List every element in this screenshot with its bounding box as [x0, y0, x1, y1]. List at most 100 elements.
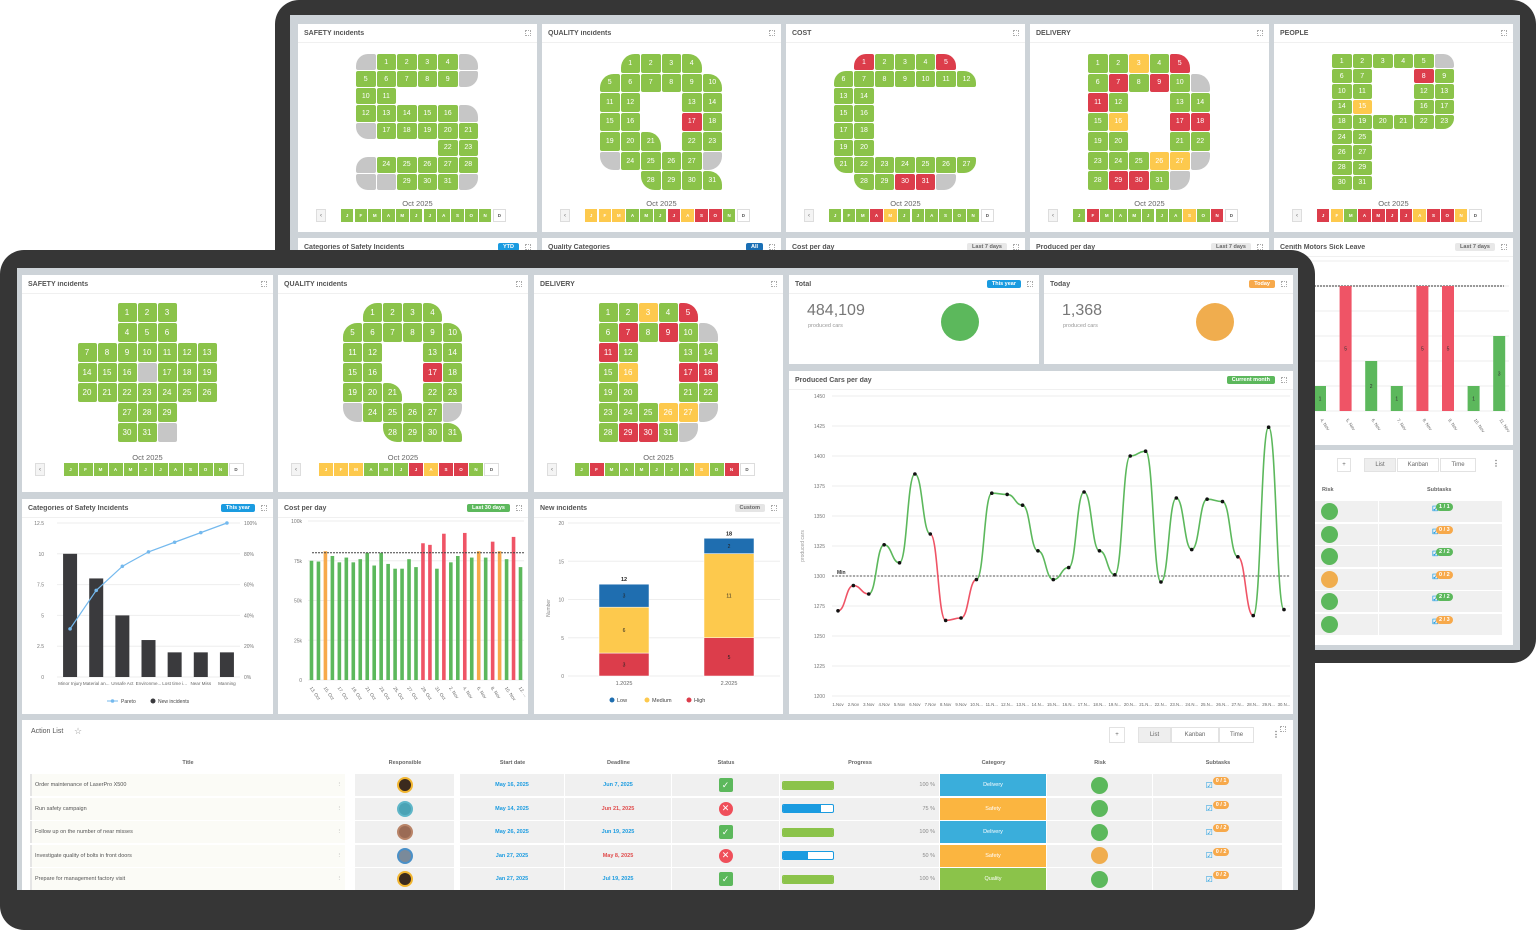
column-header[interactable]: Responsible: [388, 760, 422, 766]
month-tab[interactable]: A: [679, 463, 695, 476]
calendar-day[interactable]: 24: [1332, 130, 1352, 145]
expand-icon[interactable]: [771, 505, 777, 511]
subtasks-badge[interactable]: 1 / 1: [1436, 503, 1453, 511]
month-tab[interactable]: F: [78, 463, 94, 476]
expand-icon[interactable]: [261, 505, 267, 511]
month-tab[interactable]: M: [123, 463, 139, 476]
calendar-day[interactable]: 16: [438, 105, 458, 122]
calendar-day[interactable]: 13: [833, 88, 854, 105]
month-tab[interactable]: M: [1100, 209, 1115, 222]
row-menu-icon[interactable]: ⋮: [336, 876, 343, 883]
calendar-day[interactable]: 14: [397, 105, 417, 122]
calendar-day[interactable]: 19: [197, 363, 217, 382]
calendar-day[interactable]: 23: [137, 383, 157, 402]
calendar-day[interactable]: 18: [854, 122, 874, 139]
calendar-day[interactable]: 26: [1332, 145, 1352, 160]
calendar-day[interactable]: 17: [1170, 112, 1190, 132]
month-tab[interactable]: J: [1385, 209, 1400, 222]
column-header[interactable]: Category: [981, 760, 1006, 766]
month-tab[interactable]: J: [667, 209, 682, 222]
calendar-day[interactable]: 2: [1352, 54, 1372, 69]
period-badge[interactable]: This year: [220, 504, 255, 512]
calendar-day[interactable]: 24: [363, 403, 382, 422]
calendar-day[interactable]: 3: [157, 303, 177, 322]
month-tab[interactable]: F: [354, 209, 369, 222]
calendar-day[interactable]: 4: [1393, 54, 1413, 69]
calendar-day[interactable]: 14: [702, 93, 722, 112]
month-tab[interactable]: M: [349, 463, 364, 476]
calendar-day[interactable]: 12: [356, 105, 376, 122]
view-kanban-button[interactable]: Kanban: [1171, 727, 1219, 743]
period-badge[interactable]: This year: [986, 280, 1021, 288]
expand-icon[interactable]: [1013, 244, 1019, 250]
calendar-day[interactable]: 28: [1332, 160, 1352, 175]
period-badge[interactable]: Last 7 days: [1455, 243, 1495, 251]
calendar-day[interactable]: 8: [97, 343, 117, 362]
calendar-day[interactable]: 24: [157, 383, 177, 402]
calendar-day[interactable]: 25: [915, 156, 936, 173]
month-tab[interactable]: A: [681, 209, 696, 222]
calendar-day[interactable]: 13: [1434, 84, 1454, 99]
calendar-day[interactable]: 2: [874, 54, 895, 71]
calendar-day[interactable]: 27: [956, 156, 977, 173]
add-action-button[interactable]: +: [1337, 458, 1351, 472]
month-tab[interactable]: S: [439, 463, 454, 476]
calendar-day[interactable]: 22: [438, 139, 458, 156]
period-badge[interactable]: All: [745, 243, 763, 251]
expand-icon[interactable]: [525, 30, 531, 36]
calendar-day[interactable]: 15: [417, 105, 437, 122]
calendar-day[interactable]: 5: [678, 303, 698, 322]
month-tab[interactable]: J: [394, 463, 409, 476]
month-tab[interactable]: S: [183, 463, 199, 476]
previous-year-button[interactable]: ‹: [291, 463, 301, 476]
expand-icon[interactable]: [1027, 281, 1033, 287]
calendar-day[interactable]: 4: [682, 54, 702, 73]
action-row[interactable]: Order maintenance of LaserPro X500 ⋮ May 1…: [22, 774, 1293, 796]
month-tab[interactable]: S: [695, 209, 709, 222]
calendar-day[interactable]: 9: [1434, 69, 1454, 84]
month-tab[interactable]: N: [213, 463, 229, 476]
calendar-day[interactable]: 5: [343, 323, 362, 342]
month-tab[interactable]: M: [639, 209, 654, 222]
subtasks-badge[interactable]: 2 / 2: [1436, 548, 1453, 557]
month-tab[interactable]: O: [198, 463, 214, 476]
calendar-day[interactable]: 22: [854, 156, 874, 173]
calendar-day[interactable]: 11: [936, 71, 956, 88]
calendar-day[interactable]: 13: [423, 343, 442, 362]
expand-icon[interactable]: [1501, 244, 1507, 250]
calendar-day[interactable]: 27: [423, 403, 442, 422]
period-badge[interactable]: Custom: [734, 504, 765, 512]
month-tab[interactable]: F: [1086, 209, 1101, 222]
month-tab[interactable]: M: [368, 209, 383, 222]
calendar-day[interactable]: 16: [1414, 99, 1434, 114]
month-tab[interactable]: A: [1114, 209, 1128, 222]
calendar-day[interactable]: 9: [117, 343, 137, 362]
month-tab[interactable]: J: [1072, 209, 1087, 222]
calendar-day[interactable]: 23: [874, 156, 895, 173]
month-tab[interactable]: F: [1330, 209, 1345, 222]
calendar-day[interactable]: 20: [854, 139, 874, 156]
view-time-button[interactable]: Time: [1219, 727, 1254, 743]
calendar-day[interactable]: 18: [1190, 112, 1210, 132]
action-title[interactable]: Investigate quality of bolts in front do…: [35, 852, 132, 859]
column-header[interactable]: Status: [717, 760, 735, 766]
expand-icon[interactable]: [516, 505, 522, 511]
column-header[interactable]: Progress: [848, 760, 872, 766]
column-header[interactable]: Title: [182, 760, 194, 766]
calendar-day[interactable]: 20: [620, 132, 640, 151]
calendar-day[interactable]: 21: [678, 383, 698, 402]
calendar-day[interactable]: 31: [438, 173, 458, 190]
calendar-day[interactable]: 8: [417, 71, 437, 88]
month-tab[interactable]: J: [153, 463, 169, 476]
calendar-day[interactable]: 11: [600, 93, 620, 112]
calendar-day[interactable]: 29: [874, 173, 895, 190]
add-action-button[interactable]: +: [1109, 727, 1125, 743]
calendar-day[interactable]: 29: [397, 173, 417, 190]
action-title[interactable]: Run safety campaign: [35, 805, 87, 812]
previous-year-button[interactable]: ‹: [547, 463, 557, 476]
row-menu-icon[interactable]: ⋮: [336, 805, 343, 812]
calendar-day[interactable]: 14: [698, 343, 718, 362]
calendar-day[interactable]: 6: [598, 323, 618, 342]
previous-year-button[interactable]: ‹: [1048, 209, 1058, 222]
calendar-day[interactable]: 27: [438, 156, 458, 173]
